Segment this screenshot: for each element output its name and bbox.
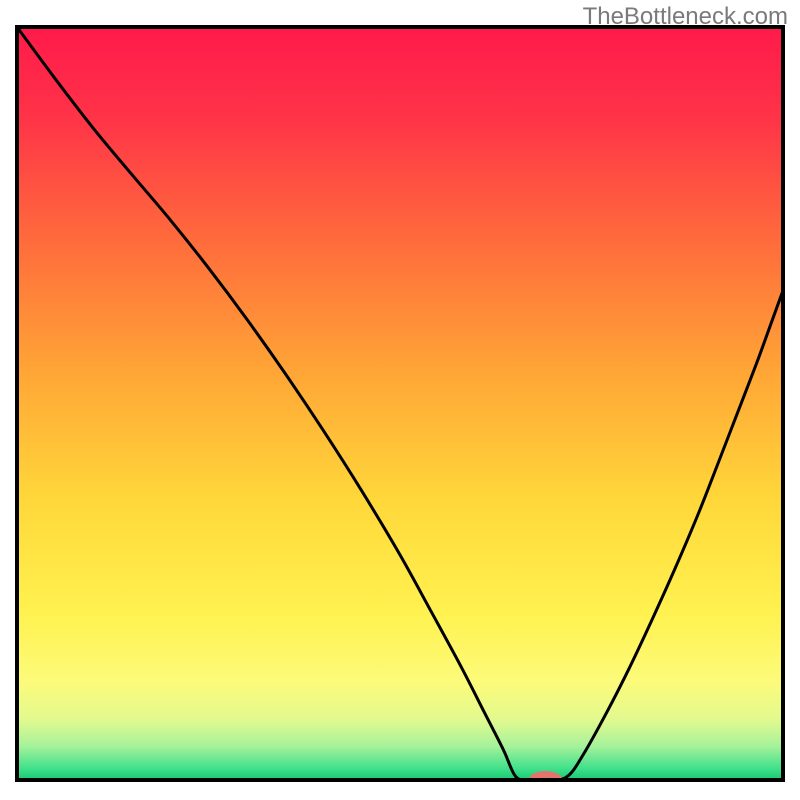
bottleneck-plot bbox=[15, 25, 785, 782]
plot-background bbox=[17, 27, 783, 780]
bottleneck-chart-canvas: TheBottleneck.com bbox=[0, 0, 800, 800]
